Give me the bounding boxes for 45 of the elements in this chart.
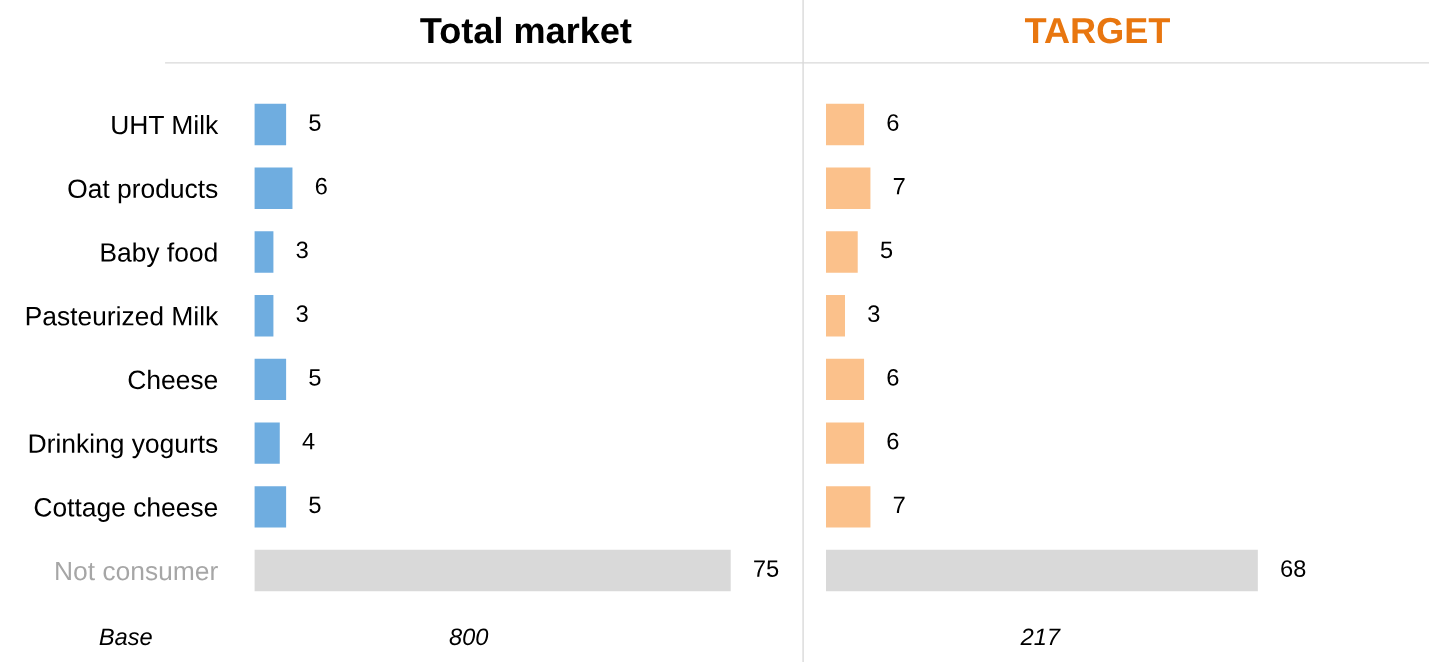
bar [825,167,871,209]
data-label: 5 [309,369,321,386]
text: 217 [1020,628,1061,645]
chart-title: Total market [420,16,632,44]
y-tick-label: Baby food [101,242,217,268]
bar [254,358,287,401]
bar [825,294,846,337]
bar [254,422,280,464]
data-label: 7 [893,496,905,513]
data-label: 6 [315,177,327,195]
bar [825,422,865,464]
data-label: 3 [296,305,308,323]
text: 800 [449,628,489,646]
data-label: 6 [887,114,899,131]
bar [825,486,871,528]
bar [825,549,1258,592]
y-tick-label: Pasteurized Milk [26,306,219,326]
bar [254,486,287,528]
data-label: 7 [893,178,905,195]
data-label: 68 [1281,560,1306,577]
data-label: 3 [296,241,308,259]
y-tick-label: Cottage cheese [34,497,218,522]
bar [254,103,287,146]
y-tick-label: Not consumer [56,561,218,581]
bar [254,549,731,592]
data-label: 4 [302,432,315,450]
data-label: 6 [887,432,899,450]
bar [254,231,274,273]
data-label: 75 [754,560,779,577]
data-label: 3 [868,305,880,323]
bar [825,103,865,146]
bar [254,167,293,209]
y-tick-label: Cheese [128,369,218,390]
data-label: 5 [880,241,893,259]
chart-title: TARGET [1024,17,1170,44]
data-label: 5 [309,496,321,514]
y-tick-label: Drinking yogurts [29,433,218,459]
data-label: 5 [309,114,321,131]
bar [825,358,865,401]
data-label: 6 [887,369,899,386]
bar [254,294,274,337]
y-tick-label: Oat products [68,178,218,204]
text: Base [99,628,152,646]
y-tick-label: UHT Milk [112,114,219,135]
bar [825,231,858,273]
